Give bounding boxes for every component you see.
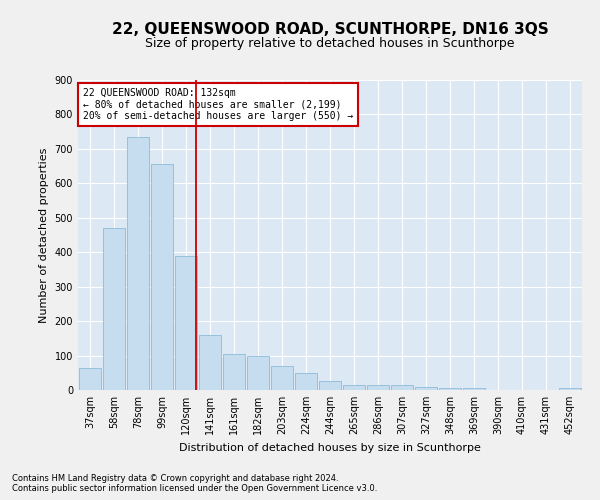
Bar xyxy=(463,388,485,390)
Bar xyxy=(127,137,149,390)
Bar xyxy=(175,256,197,390)
Bar xyxy=(151,164,173,390)
Bar xyxy=(367,385,389,390)
Text: Contains public sector information licensed under the Open Government Licence v3: Contains public sector information licen… xyxy=(12,484,377,493)
Bar xyxy=(247,356,269,390)
Bar xyxy=(415,386,437,390)
X-axis label: Distribution of detached houses by size in Scunthorpe: Distribution of detached houses by size … xyxy=(179,442,481,452)
Text: 22, QUEENSWOOD ROAD, SCUNTHORPE, DN16 3QS: 22, QUEENSWOOD ROAD, SCUNTHORPE, DN16 3Q… xyxy=(112,22,548,38)
Bar xyxy=(343,385,365,390)
Bar xyxy=(223,354,245,390)
Bar xyxy=(271,366,293,390)
Bar xyxy=(391,385,413,390)
Bar xyxy=(103,228,125,390)
Text: Contains HM Land Registry data © Crown copyright and database right 2024.: Contains HM Land Registry data © Crown c… xyxy=(12,474,338,483)
Bar xyxy=(199,335,221,390)
Text: 22 QUEENSWOOD ROAD: 132sqm
← 80% of detached houses are smaller (2,199)
20% of s: 22 QUEENSWOOD ROAD: 132sqm ← 80% of deta… xyxy=(83,88,353,121)
Bar xyxy=(439,388,461,390)
Bar xyxy=(319,382,341,390)
Text: Size of property relative to detached houses in Scunthorpe: Size of property relative to detached ho… xyxy=(145,38,515,51)
Y-axis label: Number of detached properties: Number of detached properties xyxy=(39,148,49,322)
Bar xyxy=(559,388,581,390)
Bar xyxy=(79,368,101,390)
Bar xyxy=(295,373,317,390)
